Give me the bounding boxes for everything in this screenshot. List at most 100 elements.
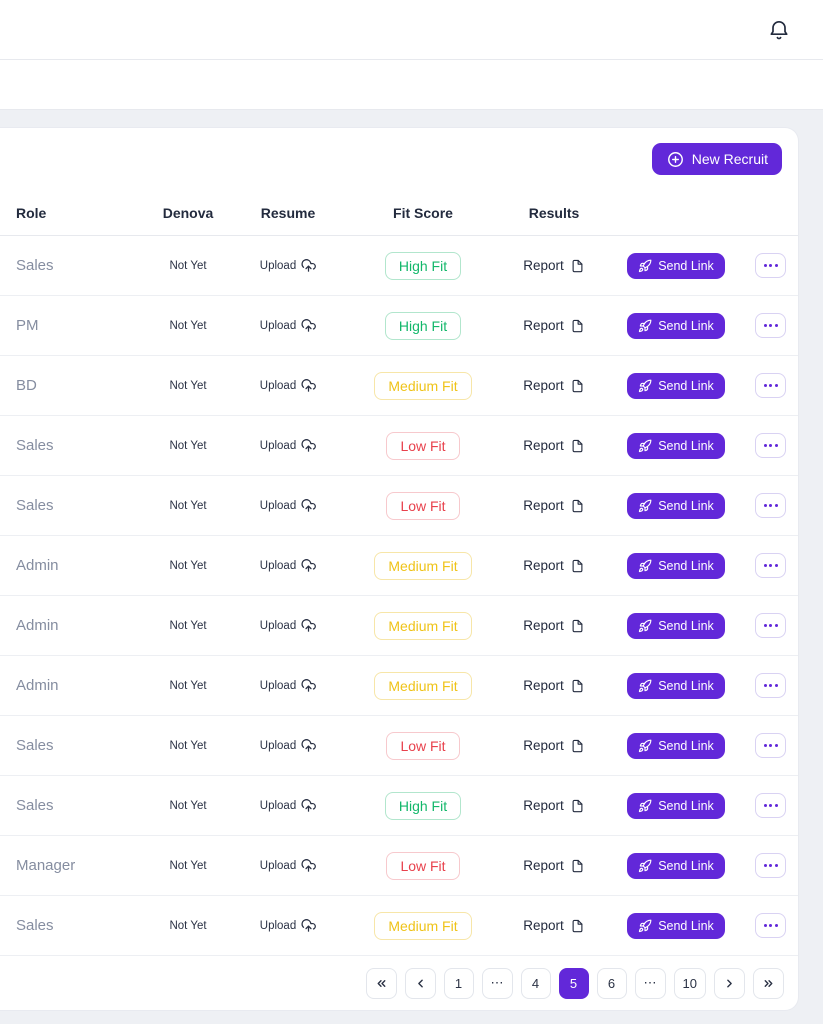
- report-link[interactable]: Report: [498, 738, 610, 754]
- report-link[interactable]: Report: [498, 258, 610, 274]
- row-more-button[interactable]: [755, 913, 786, 938]
- row-more-button[interactable]: [755, 253, 786, 278]
- row-more-button[interactable]: [755, 793, 786, 818]
- report-link[interactable]: Report: [498, 618, 610, 634]
- page-subheader: [0, 60, 823, 110]
- card-header: New Recruit: [0, 128, 798, 190]
- first-page-button[interactable]: [365, 967, 397, 999]
- report-label: Report: [523, 678, 564, 693]
- ellipsis-icon: [763, 324, 767, 327]
- row-more-button[interactable]: [755, 433, 786, 458]
- upload-resume-link[interactable]: Upload: [228, 738, 348, 753]
- ellipsis-icon: [769, 444, 772, 447]
- row-more-button[interactable]: [755, 313, 786, 338]
- ellipsis-icon: [769, 744, 772, 747]
- row-more-button[interactable]: [755, 673, 786, 698]
- upload-resume-link[interactable]: Upload: [228, 318, 348, 333]
- row-more-button[interactable]: [755, 493, 786, 518]
- send-link-button[interactable]: Send Link: [627, 252, 725, 279]
- send-link-button[interactable]: Send Link: [627, 672, 725, 699]
- upload-resume-link[interactable]: Upload: [228, 858, 348, 873]
- denova-status: Not Yet: [169, 259, 207, 272]
- role-cell: Admin: [0, 617, 148, 634]
- role-label: Admin: [16, 617, 59, 634]
- page-button-10[interactable]: 10: [673, 967, 706, 999]
- table-row: Admin Not Yet Upload Medium Fit Report: [0, 536, 798, 596]
- table-row: Sales Not Yet Upload High Fit Report: [0, 776, 798, 836]
- role-cell: Sales: [0, 797, 148, 814]
- send-link-button[interactable]: Send Link: [627, 792, 725, 819]
- send-link-label: Send Link: [658, 738, 714, 753]
- table-row: Sales Not Yet Upload Low Fit Report: [0, 716, 798, 776]
- send-link-button[interactable]: Send Link: [627, 312, 725, 339]
- send-link-button[interactable]: Send Link: [627, 492, 725, 519]
- bell-icon: [770, 20, 788, 39]
- file-icon: [572, 739, 583, 752]
- row-more-button[interactable]: [755, 853, 786, 878]
- report-link[interactable]: Report: [498, 918, 610, 934]
- send-link-button[interactable]: Send Link: [627, 612, 725, 639]
- report-label: Report: [523, 258, 564, 273]
- send-link-label: Send Link: [658, 318, 714, 333]
- row-more-button[interactable]: [755, 613, 786, 638]
- row-more-button[interactable]: [755, 553, 786, 578]
- prev-page-button[interactable]: [404, 967, 436, 999]
- plus-circle-icon: [667, 151, 683, 167]
- send-link-button[interactable]: Send Link: [627, 372, 725, 399]
- next-page-button[interactable]: [714, 967, 745, 999]
- report-link[interactable]: Report: [498, 498, 610, 514]
- send-link-button[interactable]: Send Link: [627, 732, 725, 759]
- report-link[interactable]: Report: [498, 858, 610, 874]
- page-ellipsis-button[interactable]: ⋯: [481, 967, 513, 999]
- upload-resume-link[interactable]: Upload: [228, 798, 348, 813]
- ellipsis-icon: [763, 804, 767, 807]
- cloud-upload-icon: [301, 859, 317, 872]
- send-link-button[interactable]: Send Link: [627, 552, 725, 579]
- upload-resume-link[interactable]: Upload: [228, 438, 348, 453]
- denova-status: Not Yet: [169, 679, 207, 692]
- ellipsis-icon: [763, 924, 767, 927]
- upload-label: Upload: [259, 739, 297, 752]
- upload-resume-link[interactable]: Upload: [228, 558, 348, 573]
- upload-resume-link[interactable]: Upload: [228, 678, 348, 693]
- report-link[interactable]: Report: [498, 378, 610, 394]
- ellipsis-icon: [769, 264, 772, 267]
- report-link[interactable]: Report: [498, 438, 610, 454]
- send-link-label: Send Link: [658, 678, 714, 693]
- report-link[interactable]: Report: [498, 318, 610, 334]
- send-link-button[interactable]: Send Link: [627, 432, 725, 459]
- page-button-6[interactable]: 6: [596, 967, 627, 999]
- upload-resume-link[interactable]: Upload: [228, 498, 348, 513]
- ellipsis-icon: [769, 624, 772, 627]
- notifications-button[interactable]: [767, 18, 791, 42]
- upload-resume-link[interactable]: Upload: [228, 258, 348, 273]
- ellipsis-icon: [763, 744, 767, 747]
- upload-resume-link[interactable]: Upload: [228, 378, 348, 393]
- denova-status: Not Yet: [169, 919, 207, 932]
- fit-score-badge: High Fit: [384, 311, 462, 340]
- last-page-button[interactable]: [753, 967, 784, 999]
- page-ellipsis-button[interactable]: ⋯: [634, 967, 666, 999]
- page-button-5[interactable]: 5: [558, 967, 589, 999]
- row-more-button[interactable]: [755, 733, 786, 758]
- denova-status: Not Yet: [169, 379, 207, 392]
- ellipsis-icon: [774, 684, 778, 687]
- report-link[interactable]: Report: [498, 558, 610, 574]
- more-cell: [742, 373, 799, 398]
- report-link[interactable]: Report: [498, 678, 610, 694]
- report-link[interactable]: Report: [498, 798, 610, 814]
- upload-resume-link[interactable]: Upload: [228, 618, 348, 633]
- new-recruit-button[interactable]: New Recruit: [651, 143, 782, 175]
- denova-cell: Not Yet: [148, 500, 228, 512]
- page-button-1[interactable]: 1: [443, 967, 474, 999]
- fit-score-cell: Medium Fit: [348, 671, 498, 700]
- upload-resume-link[interactable]: Upload: [228, 918, 348, 933]
- ellipsis-icon: [769, 684, 772, 687]
- send-link-button[interactable]: Send Link: [627, 912, 725, 939]
- fit-score-cell: High Fit: [348, 791, 498, 820]
- row-more-button[interactable]: [755, 373, 786, 398]
- send-link-label: Send Link: [658, 258, 714, 273]
- send-link-button[interactable]: Send Link: [627, 852, 725, 879]
- role-label: Manager: [16, 857, 76, 874]
- page-button-4[interactable]: 4: [520, 967, 551, 999]
